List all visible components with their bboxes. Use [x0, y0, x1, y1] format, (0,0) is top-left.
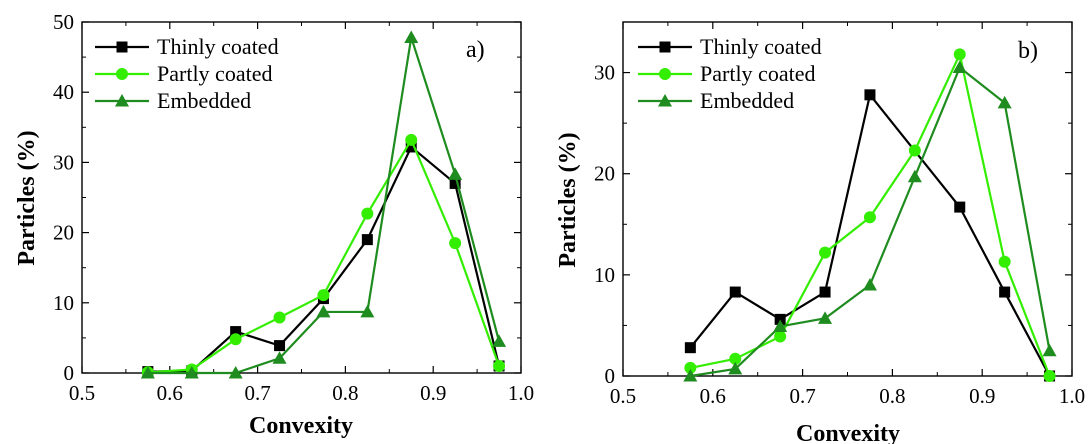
y-tick-label: 0 [64, 361, 75, 385]
data-point [184, 366, 199, 379]
series-line [689, 93, 1051, 377]
y-axis-title: Particles (%) [14, 130, 40, 265]
data-point [774, 313, 786, 325]
data-point [273, 311, 286, 324]
series-partly-coated [684, 48, 1056, 382]
data-point [952, 60, 967, 74]
x-tick-label: 0.9 [969, 384, 995, 408]
data-point [492, 334, 507, 347]
data-point [908, 144, 921, 157]
data-point [684, 342, 696, 354]
x-tick-label: 0.5 [69, 381, 95, 405]
panel-label: a) [466, 37, 485, 63]
data-point [819, 286, 831, 298]
x-tick-label: 0.5 [610, 384, 636, 408]
legend-label: Thinly coated [157, 34, 279, 59]
x-tick-label: 0.7 [789, 384, 815, 408]
data-point [819, 246, 832, 259]
legend-label: Partly coated [157, 61, 272, 86]
data-point [274, 340, 286, 352]
x-axis-title: Convexity [796, 421, 900, 444]
data-point [272, 351, 287, 364]
y-tick-label: 20 [594, 162, 615, 186]
data-point [729, 286, 741, 298]
data-point [818, 311, 833, 324]
data-point [449, 177, 461, 189]
chart-panel-b: 0.5 0.6 0.7 0.8 0.9 1.0 0 10 20 30 Convexity Partic… [555, 21, 1085, 444]
y-tick-label: 30 [594, 61, 615, 85]
data-point [907, 169, 922, 183]
data-point [404, 30, 419, 43]
data-point [863, 211, 876, 224]
legend-marker [658, 94, 672, 107]
x-tick-label: 1.0 [1059, 384, 1085, 408]
data-point [1042, 343, 1057, 357]
data-point [684, 361, 697, 374]
series-embedded [140, 30, 507, 379]
data-point [361, 207, 374, 220]
data-point [773, 319, 788, 332]
data-point [953, 48, 966, 61]
data-point [998, 255, 1011, 268]
data-point [228, 366, 243, 379]
y-tick-label: 0 [605, 364, 616, 388]
legend-label: Partly coated [700, 61, 815, 86]
legend-label: Embedded [700, 88, 794, 113]
x-tick-label: 1.0 [508, 381, 534, 405]
data-point [774, 330, 787, 343]
x-tick-label: 0.9 [420, 381, 446, 405]
legend-label: Embedded [157, 88, 251, 113]
series-embedded [683, 60, 1057, 382]
data-point [317, 289, 330, 302]
y-tick-label: 10 [53, 291, 74, 315]
data-point [683, 369, 698, 382]
y-tick-label: 20 [53, 221, 74, 245]
data-point [360, 304, 375, 318]
chart-panel-a: 0.5 0.6 0.7 0.8 0.9 1.0 0 10 20 30 40 50 Convexity Pa… [14, 10, 534, 439]
legend-marker [659, 41, 671, 53]
x-tick-label: 0.6 [157, 381, 183, 405]
series-partly-coated [141, 133, 506, 379]
y-tick-label: 30 [53, 150, 74, 174]
data-point [1043, 370, 1056, 382]
x-tick-label: 0.8 [879, 384, 905, 408]
y-tick-label: 40 [53, 80, 74, 104]
legend-marker [116, 68, 128, 80]
y-tick-label: 50 [53, 10, 74, 34]
data-point [864, 89, 876, 101]
data-point [140, 366, 155, 379]
data-point [449, 237, 462, 250]
y-tick-label: 10 [594, 263, 615, 287]
data-point [361, 234, 373, 246]
series-line [147, 145, 501, 373]
panel-label: b) [1018, 38, 1038, 64]
data-point [405, 133, 418, 146]
x-tick-label: 0.6 [700, 384, 726, 408]
data-point [316, 304, 331, 318]
data-point [448, 167, 463, 180]
x-axis-title: Convexity [249, 413, 353, 439]
data-point [729, 352, 742, 365]
data-point [493, 359, 506, 372]
legend-marker [115, 94, 129, 107]
data-point [405, 141, 417, 153]
data-point [230, 326, 242, 338]
data-point [862, 277, 877, 291]
data-point [229, 333, 242, 346]
y-axis-title: Particles (%) [555, 132, 581, 267]
data-point [728, 361, 743, 375]
x-tick-label: 0.8 [332, 381, 358, 405]
legend-marker [116, 41, 128, 53]
legend-label: Thinly coated [700, 34, 822, 59]
data-point [999, 286, 1011, 298]
data-point [997, 95, 1012, 109]
data-point [954, 201, 966, 213]
x-tick-label: 0.7 [244, 381, 270, 405]
legend-marker [659, 68, 671, 80]
